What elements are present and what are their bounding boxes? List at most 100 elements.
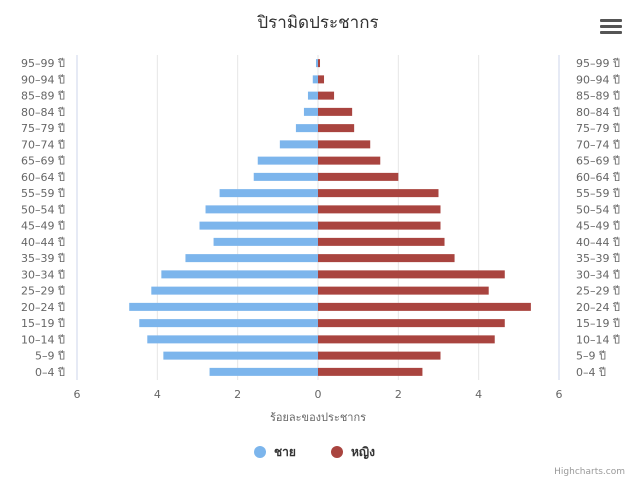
female-bar[interactable] [318,75,324,83]
female-bar[interactable] [318,352,441,360]
y-axis-left-label: 55–59 ปี [21,187,65,200]
female-bar[interactable] [318,205,441,213]
y-axis-left-label: 65–69 ปี [21,155,65,168]
credits-link[interactable]: Highcharts.com [554,467,625,477]
male-bar[interactable] [258,157,318,165]
male-bar[interactable] [316,59,318,67]
y-axis-right-label: 40–44 ปี [576,236,620,249]
y-axis-left-label: 75–79 ปี [21,122,65,135]
male-bar[interactable] [163,352,318,360]
x-axis-tick-label: 0 [315,388,322,401]
y-axis-left-label: 80–84 ปี [21,106,65,119]
female-bar[interactable] [318,140,370,148]
y-axis-left-label: 25–29 ปี [21,285,65,298]
female-bar[interactable] [318,254,455,262]
male-bar[interactable] [220,189,318,197]
male-bar[interactable] [214,238,318,246]
female-bar[interactable] [318,368,422,376]
y-axis-right-label: 15–19 ปี [576,317,620,330]
y-axis-left-label: 35–39 ปี [21,252,65,265]
y-axis-left-label: 90–94 ปี [21,73,65,86]
x-axis-tick-label: 4 [154,388,161,401]
male-bar[interactable] [313,75,318,83]
female-bar[interactable] [318,222,441,230]
bar-series [129,59,531,376]
y-axis-left-labels: 0–4 ปี 5–9 ปี 10–14 ปี 15–19 ปี 20–24 ปี 25–2… [21,57,65,379]
grid-lines [77,55,559,380]
female-bar[interactable] [318,270,505,278]
y-axis-left-label: 85–89 ปี [21,90,65,103]
y-axis-right-label: 45–49 ปี [576,220,620,233]
y-axis-right-label: 5–9 ปี [576,350,606,363]
male-bar[interactable] [129,303,318,311]
female-bar[interactable] [318,157,380,165]
male-bar[interactable] [296,124,318,132]
x-axis-tick-label: 4 [475,388,482,401]
female-bar[interactable] [318,124,354,132]
male-bar[interactable] [147,335,318,343]
female-bar[interactable] [318,238,445,246]
female-bar[interactable] [318,189,439,197]
x-axis-tick-label: 6 [556,388,563,401]
y-axis-right-label: 10–14 ปี [576,333,620,346]
female-bar[interactable] [318,303,531,311]
y-axis-left-label: 10–14 ปี [21,333,65,346]
legend-label: หญิง [351,445,375,459]
legend-symbol [331,446,343,458]
y-axis-right-label: 55–59 ปี [576,187,620,200]
legend-label: ชาย [274,445,296,459]
x-axis-tick-label: 2 [395,388,402,401]
male-bar[interactable] [254,173,318,181]
y-axis-right-label: 85–89 ปี [576,90,620,103]
female-bar[interactable] [318,92,334,100]
y-axis-right-label: 60–64 ปี [576,171,620,184]
male-bar[interactable] [161,270,318,278]
y-axis-right-label: 20–24 ปี [576,301,620,314]
female-bar[interactable] [318,173,398,181]
legend-symbol [254,446,266,458]
y-axis-left-label: 50–54 ปี [21,203,65,216]
y-axis-left-label: 95–99 ปี [21,57,65,70]
male-bar[interactable] [151,287,318,295]
x-axis-tick-label: 6 [74,388,81,401]
male-bar[interactable] [280,140,318,148]
y-axis-left-label: 40–44 ปี [21,236,65,249]
male-bar[interactable] [206,205,318,213]
y-axis-left-label: 0–4 ปี [35,366,65,379]
y-axis-right-label: 35–39 ปี [576,252,620,265]
male-bar[interactable] [210,368,318,376]
x-axis-tick-label: 2 [234,388,241,401]
x-axis-tick-labels: 6 4 2 0 2 4 6 [74,388,563,401]
y-axis-right-label: 75–79 ปี [576,122,620,135]
male-bar[interactable] [308,92,318,100]
hamburger-menu-icon[interactable] [600,16,622,36]
x-axis-title: ร้อยละของประชากร [270,411,366,424]
y-axis-right-label: 65–69 ปี [576,155,620,168]
y-axis-right-label: 50–54 ปี [576,203,620,216]
y-axis-left-label: 20–24 ปี [21,301,65,314]
y-axis-left-label: 30–34 ปี [21,268,65,281]
y-axis-left-label: 45–49 ปี [21,220,65,233]
male-bar[interactable] [139,319,318,327]
legend-item[interactable]: หญิง [331,445,375,459]
male-bar[interactable] [185,254,318,262]
y-axis-right-label: 95–99 ปี [576,57,620,70]
y-axis-right-label: 30–34 ปี [576,268,620,281]
female-bar[interactable] [318,319,505,327]
y-axis-left-label: 60–64 ปี [21,171,65,184]
female-bar[interactable] [318,59,320,67]
male-bar[interactable] [200,222,318,230]
y-axis-right-label: 90–94 ปี [576,73,620,86]
legend-item[interactable]: ชาย [254,445,296,459]
y-axis-left-label: 70–74 ปี [21,138,65,151]
y-axis-right-label: 80–84 ปี [576,106,620,119]
female-bar[interactable] [318,108,352,116]
male-bar[interactable] [304,108,318,116]
y-axis-right-label: 70–74 ปี [576,138,620,151]
chart-title: ปิรามิดประชากร [256,13,378,33]
female-bar[interactable] [318,335,495,343]
y-axis-left-label: 5–9 ปี [35,350,65,363]
female-bar[interactable] [318,287,489,295]
